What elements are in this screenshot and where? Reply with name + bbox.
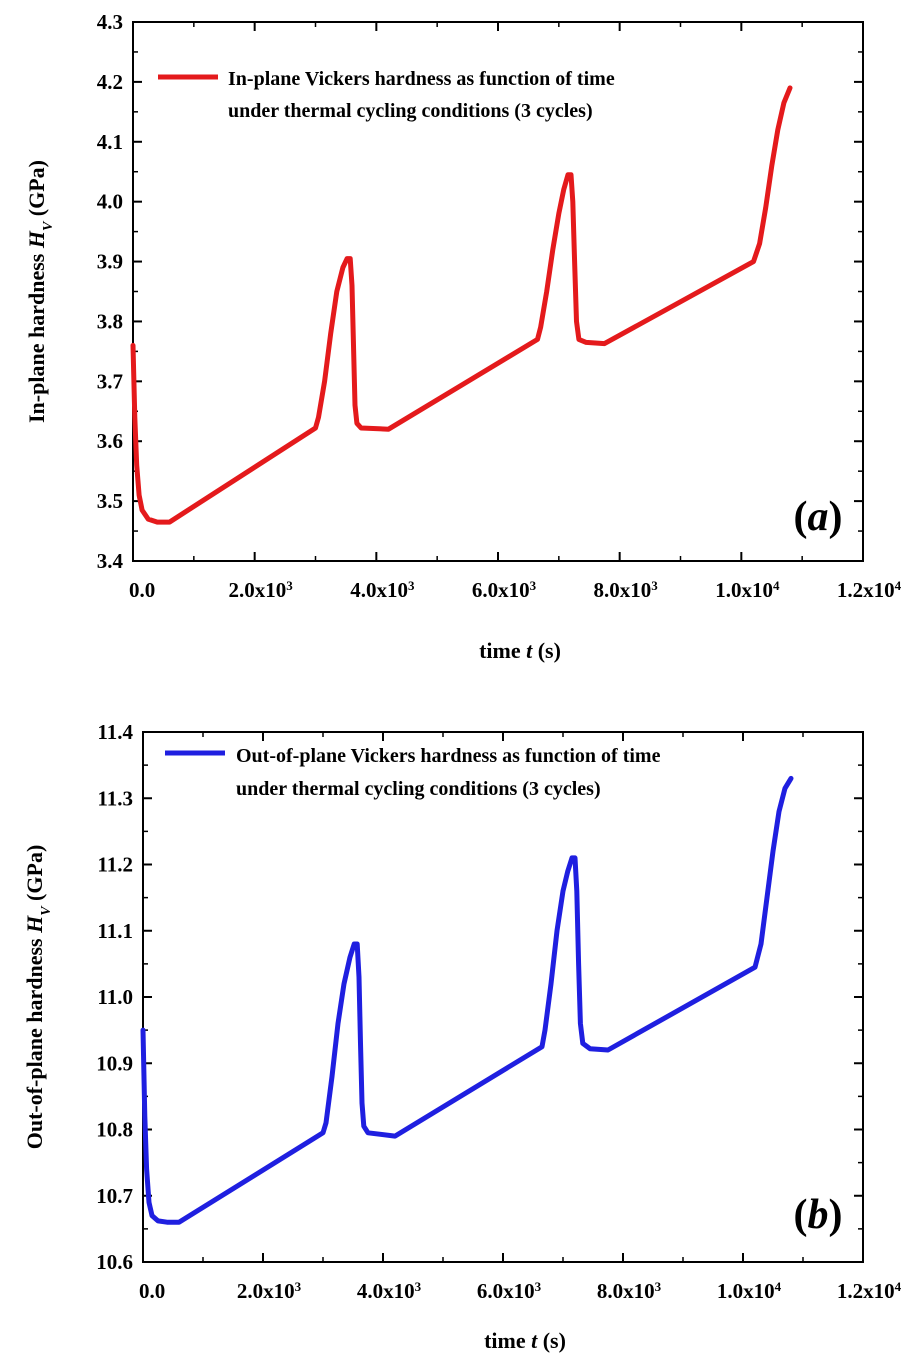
chart-a-y-tick-label: 4.3 xyxy=(97,10,123,34)
chart-a-x-tick-label: 0.0 xyxy=(129,578,155,602)
chart-b-y-tick-label: 10.6 xyxy=(96,1250,133,1274)
chart-b-x-tick-label: 6.0x103 xyxy=(477,1279,542,1304)
chart-b-panel-tag: (b) xyxy=(794,1192,843,1238)
chart-b-x-tick-label: 8.0x103 xyxy=(597,1279,662,1304)
chart-a-svg: 3.4 3.5 3.6 3.7 3.8 3.9 4.0 4.1 4.2 4.3 0.0 2.0x103… xyxy=(24,10,902,663)
chart-b-x-tick-label: 2.0x103 xyxy=(237,1279,302,1304)
chart-a-series-line xyxy=(130,85,793,525)
chart-a-legend-label-line2: under thermal cycling conditions (3 cycl… xyxy=(228,100,593,122)
chart-b-legend-label-line1: Out-of-plane Vickers hardness as functio… xyxy=(236,745,661,767)
chart-a-x-axis-title: time t (s) xyxy=(479,638,561,663)
chart-b-y-tick-label: 11.3 xyxy=(97,786,133,810)
chart-b-y-tick-label: 10.7 xyxy=(96,1184,133,1208)
chart-a-x-tick-label: 8.0x103 xyxy=(594,578,659,603)
chart-a-y-tick-label: 3.4 xyxy=(97,549,124,573)
chart-b-x-tick-label: 4.0x103 xyxy=(357,1279,422,1304)
chart-a-y-tick-label: 3.8 xyxy=(97,309,123,333)
chart-b-x-axis-title: time t (s) xyxy=(484,1328,566,1353)
chart-a-x-tick-label: 6.0x103 xyxy=(472,578,537,603)
chart-b-series-line xyxy=(140,775,794,1225)
chart-b-y-tick-label: 11.2 xyxy=(97,853,133,877)
chart-a-legend-label-line1: In-plane Vickers hardness as function of… xyxy=(228,68,615,90)
chart-b-y-tick-label: 11.4 xyxy=(97,720,133,744)
chart-a-y-tick-label: 3.6 xyxy=(97,429,123,453)
chart-a-y-tick-label: 3.5 xyxy=(97,489,123,513)
chart-a-y-tick-label: 3.7 xyxy=(97,369,123,393)
chart-a-y-tick-label: 4.0 xyxy=(97,190,123,214)
chart-a-y-tick-label: 4.2 xyxy=(97,70,123,94)
chart-a-x-tick-label: 1.2x104 xyxy=(837,578,902,603)
chart-panel-b: 10.6 10.7 10.8 10.9 11.0 11.1 11.2 11.3 11.4 0.0 2… xyxy=(0,690,913,1362)
chart-b-x-tick-label: 1.0x104 xyxy=(717,1279,782,1304)
chart-a-x-tick-label: 4.0x103 xyxy=(350,578,415,603)
chart-panel-a: 3.4 3.5 3.6 3.7 3.8 3.9 4.0 4.1 4.2 4.3 0.0 2.0x103… xyxy=(0,0,913,680)
chart-b-y-tick-label: 10.8 xyxy=(96,1118,133,1142)
chart-b-svg: 10.6 10.7 10.8 10.9 11.0 11.1 11.2 11.3 11.4 0.0 2… xyxy=(22,720,902,1353)
chart-b-x-tick-label: 0.0 xyxy=(139,1279,165,1303)
chart-b-y-axis-title: Out-of-plane hardness HV (GPa) xyxy=(22,845,54,1150)
chart-b-plot-frame xyxy=(142,731,864,1263)
chart-b-y-tick-label: 11.0 xyxy=(97,985,133,1009)
chart-b-y-tick-label: 11.1 xyxy=(97,919,133,943)
chart-a-y-tick-label: 4.1 xyxy=(97,130,123,154)
chart-a-x-tick-label: 2.0x103 xyxy=(229,578,294,603)
chart-a-y-tick-label: 3.9 xyxy=(97,250,123,274)
chart-b-x-tick-label: 1.2x104 xyxy=(837,1279,902,1304)
chart-a-panel-tag: (a) xyxy=(794,494,843,540)
chart-a-y-axis-title: In-plane hardness HV (GPa) xyxy=(24,160,56,423)
chart-b-y-tick-label: 10.9 xyxy=(96,1051,133,1075)
chart-a-x-tick-label: 1.0x104 xyxy=(715,578,780,603)
chart-b-legend-label-line2: under thermal cycling conditions (3 cycl… xyxy=(236,778,601,800)
